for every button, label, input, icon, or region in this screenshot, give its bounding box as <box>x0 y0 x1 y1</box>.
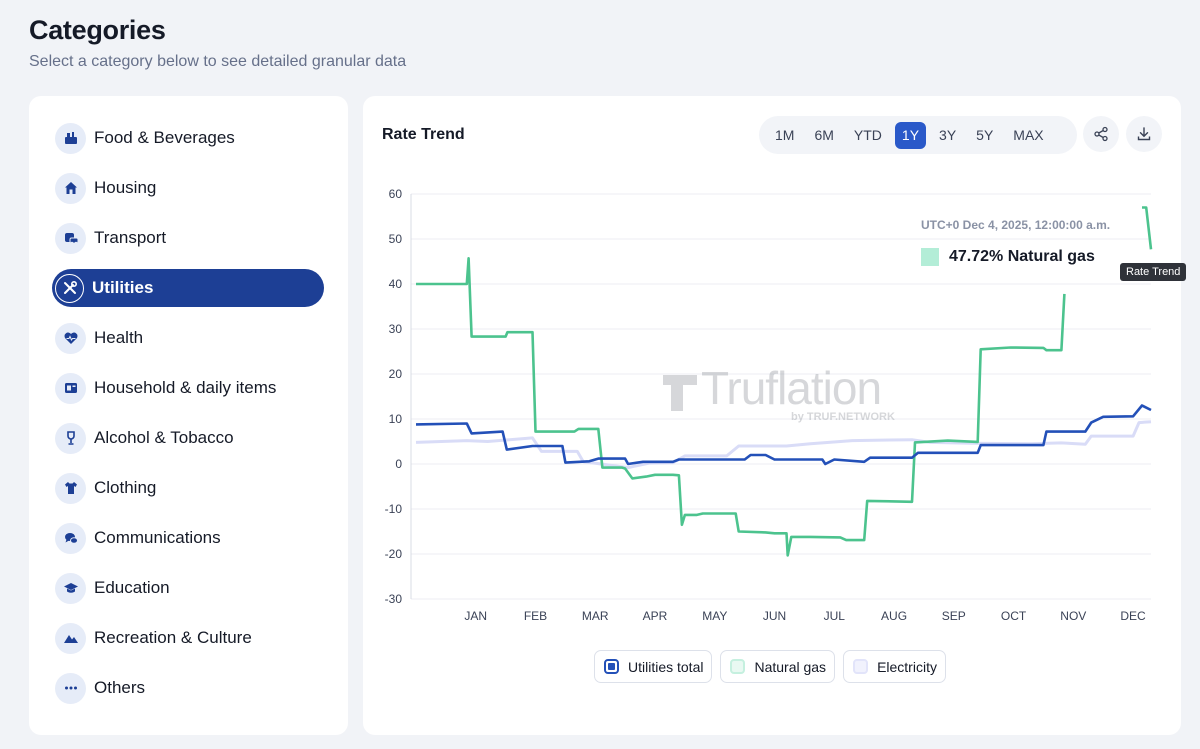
page-subtitle: Select a category below to see detailed … <box>29 53 407 70</box>
sidebar-item-education[interactable]: Education <box>52 569 324 607</box>
x-tick-label: FEB <box>524 609 547 623</box>
x-tick-label: DEC <box>1120 609 1146 623</box>
household-icon <box>55 372 86 404</box>
x-tick-label: JUN <box>763 609 786 623</box>
sidebar-item-label: Others <box>94 678 146 697</box>
food-icon <box>55 122 86 154</box>
y-tick-label: -10 <box>385 502 403 516</box>
x-tick-label: MAR <box>582 609 609 623</box>
chart-tooltip: UTC+0 Dec 4, 2025, 12:00:00 a.m. 47.72% … <box>921 218 1121 266</box>
sidebar-item-clothing[interactable]: Clothing <box>52 469 324 507</box>
rate-trend-chart[interactable]: 60 50 40 30 20 10 0 -10 -20 -30 JAN FEB MAR APR MAY JUN… <box>363 96 1181 735</box>
sidebar-item-label: Alcohol & Tobacco <box>94 428 234 447</box>
house-icon <box>55 172 86 204</box>
x-tick-label: MAY <box>702 609 727 623</box>
y-tick-label: 10 <box>389 412 403 426</box>
sidebar-item-utilities[interactable]: Utilities <box>52 269 324 307</box>
x-tick-label: OCT <box>1001 609 1027 623</box>
legend-utilities-total[interactable]: Utilities total <box>594 650 713 683</box>
y-tick-label: 60 <box>389 187 403 201</box>
sidebar-item-label: Transport <box>94 228 167 247</box>
sidebar-item-communications[interactable]: Communications <box>52 519 324 557</box>
series-line-utilities-total <box>415 404 1152 466</box>
x-tick-label: NOV <box>1060 609 1086 623</box>
chart-legend: Utilities total Natural gas Electricity <box>594 650 954 683</box>
range-5y-button[interactable]: 5Y <box>976 127 994 143</box>
y-tick-label: -30 <box>385 592 403 606</box>
legend-label: Natural gas <box>754 658 827 675</box>
sidebar-item-food-beverages[interactable]: Food & Beverages <box>52 119 324 157</box>
sidebar-item-label: Clothing <box>94 478 157 497</box>
x-tick-label: JUL <box>824 609 846 623</box>
tooltip-swatch <box>921 248 939 266</box>
range-max-button[interactable]: MAX <box>1013 127 1044 143</box>
wine-glass-icon <box>55 422 86 454</box>
shirt-icon <box>55 472 86 504</box>
series-line-electricity <box>415 420 1152 470</box>
share-icon <box>1094 126 1108 142</box>
sidebar-item-others[interactable]: Others <box>52 669 324 707</box>
legend-swatch <box>730 659 746 674</box>
sidebar-item-label: Education <box>94 578 170 597</box>
sidebar-item-label: Household & daily items <box>94 378 277 397</box>
sidebar-item-household[interactable]: Household & daily items <box>52 369 324 407</box>
page-title: Categories <box>29 15 166 45</box>
range-1m-button[interactable]: 1M <box>775 127 795 143</box>
sidebar-item-label: Food & Beverages <box>94 128 235 147</box>
chart-card: 60 50 40 30 20 10 0 -10 -20 -30 JAN FEB MAR APR MAY JUN… <box>363 96 1181 735</box>
x-tick-label: JAN <box>464 609 487 623</box>
graduation-cap-icon <box>55 572 86 604</box>
sidebar-item-health[interactable]: Health <box>52 319 324 357</box>
series-line-natural-gas <box>416 257 1066 557</box>
range-3y-button[interactable]: 3Y <box>939 127 957 143</box>
y-tick-label: 50 <box>389 232 403 246</box>
chart-title: Rate Trend <box>382 126 465 143</box>
legend-electricity[interactable]: Electricity <box>843 650 946 683</box>
legend-swatch <box>604 659 619 674</box>
heart-icon <box>55 322 86 354</box>
range-ytd-button[interactable]: YTD <box>853 127 882 143</box>
sidebar-item-housing[interactable]: Housing <box>52 169 324 207</box>
legend-label: Electricity <box>877 658 937 675</box>
tooltip-time: UTC+0 Dec 4, 2025, 12:00:00 a.m. <box>921 218 1111 232</box>
y-tick-label: 20 <box>389 367 403 381</box>
sidebar-item-label: Housing <box>94 178 157 197</box>
sidebar-item-label: Utilities <box>92 278 154 297</box>
y-tick-label: 0 <box>395 457 402 471</box>
download-icon <box>1137 127 1151 141</box>
legend-natural-gas[interactable]: Natural gas <box>720 650 836 683</box>
more-dots-icon <box>55 672 86 704</box>
sidebar-item-label: Health <box>94 328 144 347</box>
tools-icon <box>55 273 84 303</box>
share-button[interactable] <box>1083 116 1119 152</box>
y-tick-label: -20 <box>385 547 403 561</box>
legend-label: Utilities total <box>628 658 704 675</box>
mountain-icon <box>55 622 86 654</box>
sidebar-item-recreation-culture[interactable]: Recreation & Culture <box>52 619 324 657</box>
y-tick-label: 30 <box>389 322 403 336</box>
x-tick-label: AUG <box>881 609 907 623</box>
legend-swatch <box>853 659 869 674</box>
time-range-selector: 1M 6M YTD 1Y 3Y 5Y MAX <box>759 116 1077 154</box>
category-sidebar: Food & Beverages Housing Transport Utili… <box>29 96 348 735</box>
series-line-segment <box>1142 206 1153 250</box>
hover-label: Rate Trend <box>1120 263 1187 281</box>
x-tick-label: APR <box>643 609 668 623</box>
y-tick-label: 40 <box>389 277 403 291</box>
range-6m-button[interactable]: 6M <box>814 127 834 143</box>
x-tick-label: SEP <box>942 609 966 623</box>
sidebar-item-transport[interactable]: Transport <box>52 219 324 257</box>
chat-icon <box>55 522 86 554</box>
car-icon <box>55 222 86 254</box>
range-1y-button[interactable]: 1Y <box>894 121 927 149</box>
tooltip-value: 47.72% Natural gas <box>949 248 1095 265</box>
sidebar-item-label: Communications <box>94 528 221 547</box>
sidebar-item-label: Recreation & Culture <box>94 628 252 647</box>
sidebar-item-alcohol-tobacco[interactable]: Alcohol & Tobacco <box>52 419 324 457</box>
download-button[interactable] <box>1126 116 1162 152</box>
